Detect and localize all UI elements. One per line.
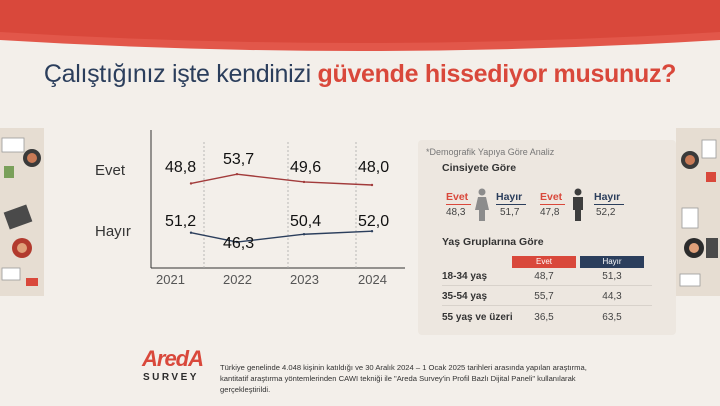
- data-label: 51,2: [165, 213, 196, 230]
- age-row-hayir-3: 63,5: [602, 312, 622, 323]
- data-label: 46,3: [223, 235, 254, 252]
- male-hayir-label: Hayır: [594, 191, 621, 203]
- areda-logo: AredA: [142, 346, 204, 371]
- age-row-hayir-1: 51,3: [602, 271, 622, 282]
- data-point: [302, 180, 306, 184]
- title-part-a: Çalıştığınız işte kendinizi: [43, 60, 318, 88]
- age-row-evet-1: 48,7: [534, 271, 554, 282]
- x-tick-label: 2021: [156, 272, 185, 287]
- woman-icon: [475, 188, 489, 221]
- data-point: [235, 240, 239, 244]
- data-label: 52,0: [358, 213, 389, 230]
- areda-logo-sub: SURVEY: [143, 372, 199, 383]
- legend-hayir: Hayır: [95, 223, 131, 240]
- age-row-label-1: 18-34 yaş: [442, 271, 488, 282]
- x-tick-label: 2024: [358, 272, 387, 287]
- age-row-hayir-2: 44,3: [602, 291, 622, 302]
- data-label: 53,7: [223, 151, 254, 168]
- female-hayir-underline: [496, 204, 526, 205]
- female-hayir-label: Hayır: [496, 191, 523, 203]
- x-tick-label: 2023: [290, 272, 319, 287]
- data-label: 48,0: [358, 159, 389, 176]
- demographic-note: *Demografik Yapıya Göre Analiz: [426, 147, 555, 157]
- data-label: 48,8: [165, 159, 196, 176]
- age-row-label-2: 35-54 yaş: [442, 291, 488, 302]
- male-hayir-value: 52,2: [596, 207, 616, 218]
- age-row-evet-2: 55,7: [534, 291, 554, 302]
- data-point: [370, 230, 374, 233]
- gender-section-title: Cinsiyete Göre: [442, 162, 517, 174]
- legend-evet: Evet: [95, 162, 126, 179]
- male-evet-value: 47,8: [540, 207, 560, 218]
- age-row-evet-3: 36,5: [534, 312, 554, 323]
- female-evet-label: Evet: [446, 191, 469, 203]
- male-evet-label: Evet: [540, 191, 563, 203]
- female-evet-underline: [446, 204, 471, 205]
- age-header-evet: Evet: [512, 256, 576, 268]
- line-chart: Evet Hayır 48,8 53,7 49,6 48,0 51,2 46,3 50,4 52,…: [95, 130, 405, 287]
- male-evet-underline: [540, 204, 565, 205]
- man-icon: [573, 188, 583, 221]
- age-row-label-3: 55 yaş ve üzeri: [442, 312, 513, 323]
- x-tick-label: 2022: [223, 272, 252, 287]
- male-hayir-underline: [594, 204, 624, 205]
- data-point: [370, 183, 374, 187]
- right-desk-illustration: [676, 128, 720, 296]
- demographic-panel: *Demografik Yapıya Göre Analiz Cinsiyete…: [418, 140, 676, 335]
- data-point: [189, 231, 193, 234]
- data-label: 50,4: [290, 213, 321, 230]
- age-header-hayir: Hayır: [580, 256, 644, 268]
- title-part-b: güvende hissediyor musunuz?: [317, 60, 677, 88]
- page-title: Çalıştığınız işte kendinizi güvende hiss…: [0, 60, 720, 89]
- data-point: [189, 182, 193, 185]
- data-point: [235, 172, 239, 176]
- female-evet-value: 48,3: [446, 207, 466, 218]
- methodology-note: Türkiye genelinde 4.048 kişinin katıldığ…: [220, 363, 587, 394]
- age-row-divider-1: [442, 285, 652, 286]
- data-point: [302, 233, 306, 236]
- left-desk-illustration: [0, 128, 44, 296]
- series-line-hayir: [190, 230, 373, 243]
- age-row-divider-2: [442, 305, 652, 306]
- female-hayir-value: 51,7: [500, 207, 520, 218]
- data-label: 49,6: [290, 159, 321, 176]
- header-band: [0, 0, 720, 51]
- series-line-evet: [190, 173, 373, 186]
- age-section-title: Yaş Gruplarına Göre: [442, 236, 544, 248]
